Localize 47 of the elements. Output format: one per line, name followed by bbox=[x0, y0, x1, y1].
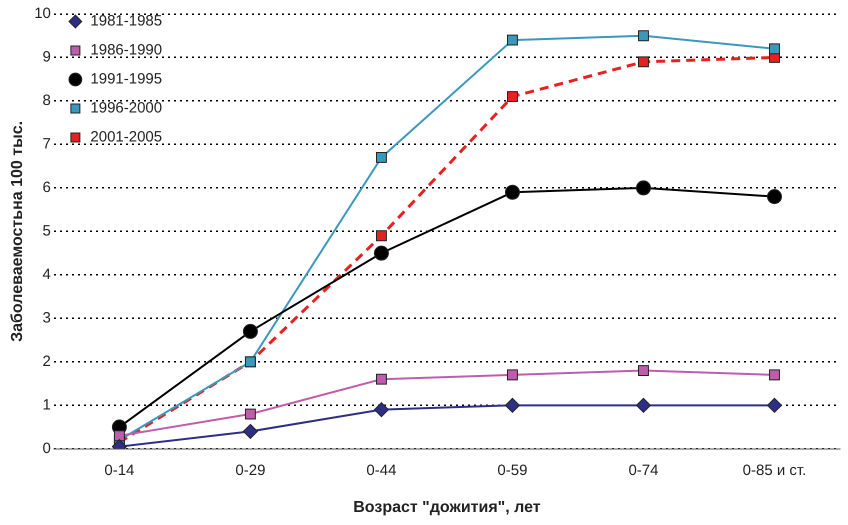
point bbox=[114, 430, 125, 442]
legend-label: 1991-1995 bbox=[90, 70, 162, 88]
legend-label: 2001-2005 bbox=[90, 128, 162, 146]
x-axis-title: Возраст "дожития", лет bbox=[353, 498, 541, 516]
y-tick-label: 3 bbox=[42, 310, 51, 326]
y-tick-label: 2 bbox=[42, 352, 51, 370]
y-tick-label: 6 bbox=[42, 179, 51, 196]
x-tick-label: 0-74 bbox=[628, 462, 658, 479]
y-tick-label: 9 bbox=[42, 48, 51, 66]
point bbox=[636, 398, 651, 413]
legend-label: 1996-2000 bbox=[90, 100, 162, 117]
point bbox=[766, 189, 782, 204]
point bbox=[376, 152, 387, 163]
point bbox=[374, 402, 389, 418]
x-tick-label: 0-59 bbox=[497, 462, 528, 479]
point bbox=[504, 184, 520, 200]
point bbox=[244, 408, 256, 420]
point bbox=[636, 180, 651, 196]
x-tick-label: 0-85 и ст. bbox=[742, 462, 806, 479]
y-tick-label: 10 bbox=[34, 5, 51, 22]
y-tick-label: 1 bbox=[42, 396, 51, 414]
point bbox=[504, 398, 520, 413]
point bbox=[769, 369, 780, 380]
y-axis-title: Заболеваемостьна 100 тыс. bbox=[9, 120, 26, 342]
y-tick-label: 4 bbox=[42, 266, 51, 284]
point bbox=[638, 56, 649, 68]
point bbox=[242, 324, 258, 339]
point bbox=[769, 43, 780, 54]
point bbox=[507, 369, 518, 380]
point bbox=[376, 230, 387, 242]
point bbox=[242, 424, 258, 439]
legend-label: 1986-1990 bbox=[90, 42, 162, 59]
legend-label: 1981-1985 bbox=[90, 12, 162, 30]
point bbox=[507, 34, 518, 46]
x-tick-label: 0-44 bbox=[366, 462, 396, 479]
point bbox=[638, 365, 649, 376]
y-tick-label: 8 bbox=[42, 92, 51, 110]
point bbox=[638, 30, 649, 42]
point bbox=[507, 91, 518, 102]
point bbox=[374, 246, 389, 261]
y-tick-label: 5 bbox=[42, 222, 51, 240]
y-tick-label: 7 bbox=[42, 136, 51, 153]
x-tick-label: 0-29 bbox=[235, 462, 266, 479]
x-tick-label: 0-14 bbox=[104, 462, 134, 479]
point bbox=[376, 374, 387, 385]
point bbox=[766, 398, 782, 413]
y-tick-label: 0 bbox=[42, 440, 51, 457]
